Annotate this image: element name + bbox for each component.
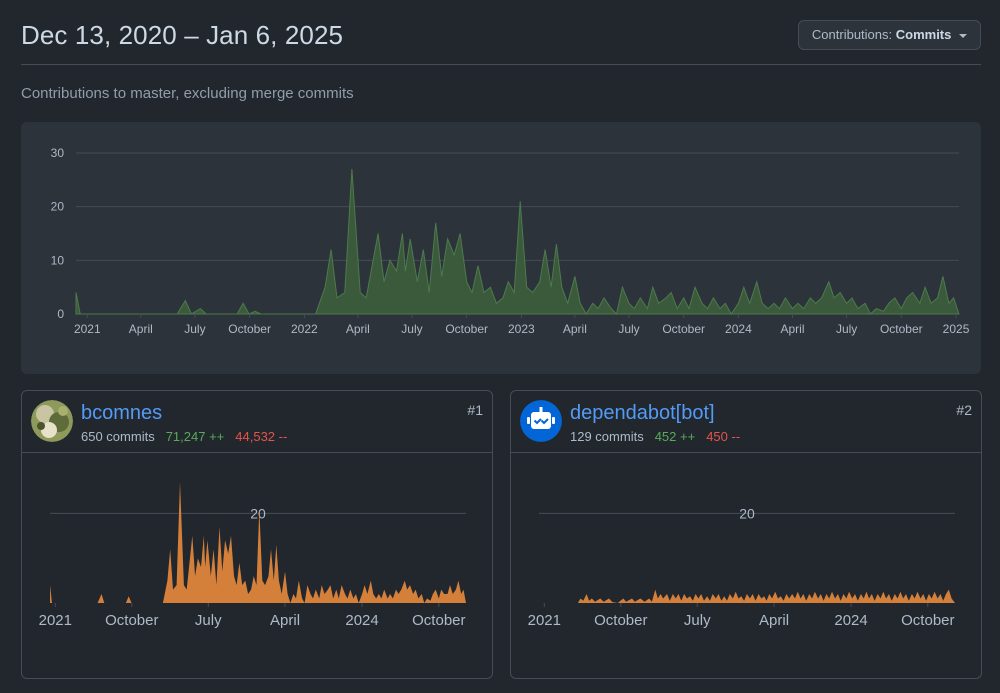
contributor-header: dependabot[bot] 129 commits 452 ++ 450 -- …: [511, 391, 981, 453]
chart-subtitle: Contributions to master, excluding merge…: [21, 85, 354, 102]
x-tick-label: 2022: [291, 322, 318, 336]
x-tick-label: October: [105, 612, 158, 629]
x-tick-label: October: [594, 612, 647, 629]
x-tick-label: April: [346, 322, 370, 336]
contributor-stats: 650 commits 71,247 ++ 44,532 --: [81, 429, 287, 444]
x-tick-label: October: [228, 322, 271, 336]
commit-count: 129 commits: [570, 429, 644, 444]
x-tick-label: July: [195, 612, 222, 629]
x-tick-label: October: [901, 612, 954, 629]
y-tick-label: 0: [57, 307, 64, 321]
additions-count: 71,247 ++: [165, 429, 225, 444]
main-chart-panel: 0 10 20 30 2021 April July October 2022 April July…: [21, 122, 981, 374]
contributor-card-bcomnes: bcomnes 650 commits 71,247 ++ 44,532 -- #1…: [21, 390, 493, 679]
contributor-name-link[interactable]: dependabot[bot]: [570, 402, 715, 424]
deletions-count: 44,532 --: [235, 429, 288, 444]
x-tick-label: April: [129, 322, 153, 336]
x-tick-label: October: [445, 322, 488, 336]
contributor-card-dependabot: dependabot[bot] 129 commits 452 ++ 450 -- …: [510, 390, 982, 679]
gridline-label: 20: [739, 505, 755, 521]
commits-area-series: [50, 482, 466, 603]
x-tick-label: April: [781, 322, 805, 336]
contributor-commits-chart: 20 2021 October July April 2024 October: [39, 482, 466, 629]
contributor-rank: #2: [956, 402, 972, 418]
main-commits-chart: 0 10 20 30 2021 April July October 2022 April July…: [51, 146, 970, 336]
date-range-title: Dec 13, 2020 – Jan 6, 2025: [21, 20, 344, 50]
x-tick-label: 2024: [345, 612, 378, 629]
contributions-dropdown[interactable]: Contributions: Commits: [797, 20, 981, 50]
commit-count: 650 commits: [81, 429, 155, 444]
gridline-label: 20: [250, 505, 266, 521]
x-tick-label: July: [184, 322, 205, 336]
header: Dec 13, 2020 – Jan 6, 2025 Contributions…: [21, 18, 981, 65]
x-tick-label: April: [563, 322, 587, 336]
x-tick-label: October: [880, 322, 923, 336]
contributor-commits-chart: 20 2021 October July April 2024 October: [528, 505, 955, 629]
user-avatar-photo[interactable]: [31, 400, 73, 442]
dropdown-value: Commits: [895, 27, 952, 42]
contributor-header: bcomnes 650 commits 71,247 ++ 44,532 -- #1: [22, 391, 492, 453]
x-tick-label: April: [759, 612, 789, 629]
y-tick-label: 20: [51, 200, 65, 214]
y-tick-label: 10: [51, 253, 65, 267]
robot-icon[interactable]: [520, 400, 562, 442]
contributor-name-link[interactable]: bcomnes: [81, 402, 163, 424]
x-tick-label: 2021: [528, 612, 561, 629]
x-tick-label: 2021: [74, 322, 101, 336]
deletions-count: 450 --: [706, 429, 741, 444]
x-tick-label: July: [618, 322, 639, 336]
x-tick-label: July: [836, 322, 857, 336]
x-tick-label: 2023: [508, 322, 535, 336]
y-tick-label: 30: [51, 146, 65, 160]
x-tick-label: 2021: [39, 612, 72, 629]
contributor-rank: #1: [467, 402, 483, 418]
dropdown-prefix: Contributions:: [811, 27, 893, 42]
x-tick-label: 2024: [834, 612, 867, 629]
x-tick-label: July: [401, 322, 422, 336]
x-tick-label: April: [270, 612, 300, 629]
additions-count: 452 ++: [654, 429, 696, 444]
x-tick-label: July: [684, 612, 711, 629]
commits-area-series: [75, 169, 960, 316]
caret-down-icon: [959, 33, 967, 38]
commits-area-series: [539, 589, 955, 603]
contributor-stats: 129 commits 452 ++ 450 --: [570, 429, 740, 444]
x-tick-label: 2025: [943, 322, 970, 336]
x-tick-label: 2024: [725, 322, 752, 336]
x-tick-label: October: [662, 322, 705, 336]
x-tick-label: October: [412, 612, 465, 629]
